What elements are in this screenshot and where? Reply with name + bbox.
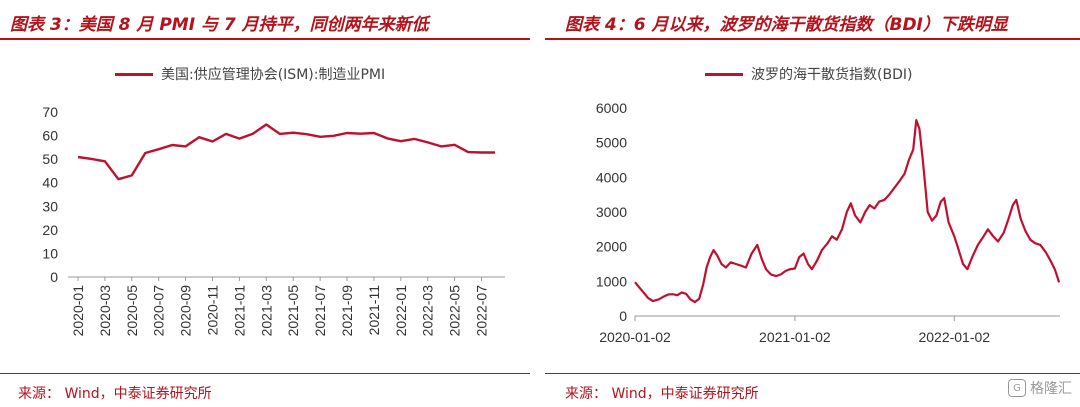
bdi-line-chart: 0 1000 2000 3000 4000 5000 6000 2020-01-02 2021-…	[596, 100, 1061, 345]
watermark: G 格隆汇	[1008, 378, 1072, 398]
x-tick-label: 2022-07	[474, 285, 490, 337]
watermark-text: 格隆汇	[1030, 381, 1072, 397]
figure-4-source: 来源： Wind，中泰证券研究所	[565, 386, 759, 402]
figure-4-title: 图表 4：6 月以来，波罗的海干散货指数（BDI）下跌明显	[565, 15, 1008, 35]
x-tick-label: 2021-09	[339, 285, 355, 337]
x-tick-label: 2020-05	[124, 285, 140, 337]
bdi-legend-swatch	[705, 72, 743, 76]
x-tick-label: 2020-01-02	[599, 329, 671, 345]
x-tick-label: 2021-01-02	[759, 329, 831, 345]
x-tick-label: 2022-03	[420, 285, 436, 337]
y-tick-label: 6000	[596, 100, 627, 116]
y-tick-label: 4000	[596, 169, 627, 185]
x-tick-label: 2021-01	[231, 285, 247, 337]
y-tick-label: 1000	[596, 273, 627, 289]
x-tick-label: 2022-05	[447, 285, 463, 337]
y-tick-label: 60	[42, 128, 58, 144]
pmi-line-chart: 0 10 20 30 40 50 60 70 2020-01 2020-03 2020-05 2020…	[42, 104, 505, 337]
y-tick-label: 3000	[596, 204, 627, 220]
source-rule	[0, 373, 530, 374]
y-tick-label: 20	[42, 222, 58, 238]
source-rule	[545, 373, 1080, 374]
x-tick-label: 2020-03	[97, 285, 113, 337]
pmi-legend-label: 美国:供应管理协会(ISM):制造业PMI	[161, 67, 386, 83]
watermark-logo-icon: G	[1008, 379, 1026, 397]
y-tick-label: 2000	[596, 239, 627, 255]
pmi-series-line	[77, 123, 495, 181]
figure-3-title: 图表 3：美国 8 月 PMI 与 7 月持平，同创两年来新低	[10, 15, 429, 35]
bdi-series-line	[634, 119, 1061, 304]
x-tick-label: 2021-11	[366, 285, 382, 336]
title-rule	[0, 38, 530, 40]
x-tick-label: 2020-01	[70, 285, 86, 337]
y-tick-label: 50	[42, 151, 58, 167]
y-tick-label: 70	[42, 104, 58, 120]
right-figure-panel: 图表 4：6 月以来，波罗的海干散货指数（BDI）下跌明显 波罗的海干散货指数(…	[545, 0, 1080, 407]
y-tick-label: 0	[50, 269, 58, 285]
x-tick-label: 2021-07	[312, 285, 328, 337]
figure-3-source: 来源： Wind，中泰证券研究所	[18, 386, 212, 402]
pmi-legend-swatch	[115, 72, 153, 76]
x-tick-label: 2021-03	[258, 285, 274, 337]
pmi-legend: 美国:供应管理协会(ISM):制造业PMI	[115, 64, 385, 84]
y-tick-label: 0	[619, 308, 627, 324]
x-tick-label: 2020-09	[178, 285, 194, 337]
y-tick-label: 5000	[596, 135, 627, 151]
x-tick-label: 2020-07	[151, 285, 167, 337]
x-tick-label: 2022-01	[393, 285, 409, 337]
y-tick-label: 40	[42, 175, 58, 191]
bdi-legend-label: 波罗的海干散货指数(BDI)	[751, 67, 913, 83]
x-tick-label: 2020-11	[205, 285, 221, 336]
left-figure-panel: 图表 3：美国 8 月 PMI 与 7 月持平，同创两年来新低 美国:供应管理协…	[0, 0, 530, 407]
x-tick-label: 2021-05	[285, 285, 301, 337]
y-tick-label: 30	[42, 198, 58, 214]
bdi-legend: 波罗的海干散货指数(BDI)	[705, 64, 912, 84]
title-rule	[545, 38, 1080, 40]
y-tick-label: 10	[42, 245, 58, 261]
x-tick-label: 2022-01-02	[918, 329, 990, 345]
